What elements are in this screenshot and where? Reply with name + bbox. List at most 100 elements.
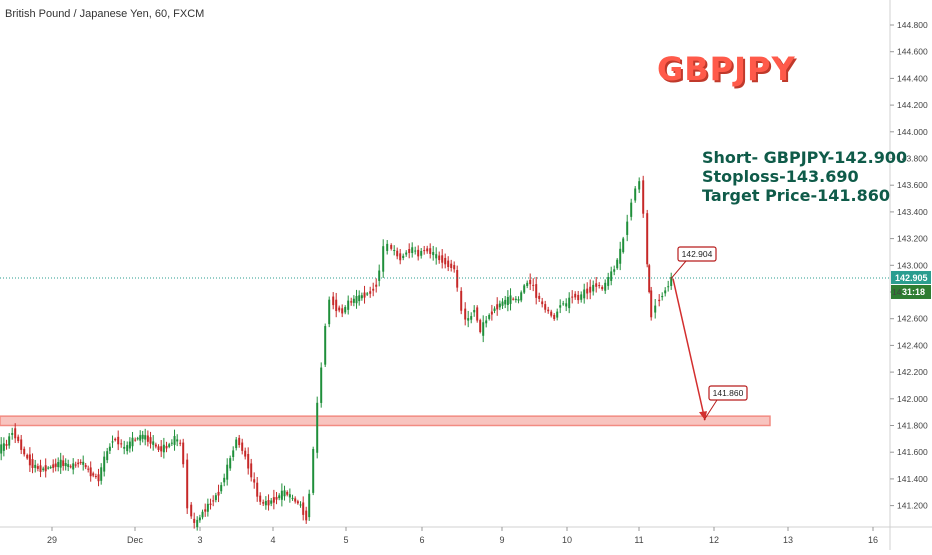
candle-body [498,303,501,308]
candle-body [28,454,31,466]
candle-body [580,294,583,300]
candle-body [52,464,55,468]
candle-body [586,288,589,294]
candle-body [316,402,319,453]
candle-body [490,311,493,315]
candle-body [562,303,565,305]
candle-body [14,428,17,439]
current-price-label: 142.905 [895,273,928,283]
candle-body [31,459,34,468]
candle-body [382,246,385,272]
candle-body [128,441,131,449]
candle-body [654,305,657,313]
candle-body [72,463,75,470]
candle-body [59,459,62,468]
candle-body [435,254,438,259]
candle-body [544,304,547,310]
candle-body [267,500,270,506]
candle-body [355,296,358,304]
candle-body [444,257,447,265]
y-tick-label: 143.400 [897,207,928,217]
candle-body [49,467,52,469]
candle-body [54,463,57,467]
candle-body [100,467,103,481]
y-tick-label: 144.200 [897,100,928,110]
candle-body [57,462,60,468]
support-zone [0,415,771,427]
candle-body [547,309,550,312]
candle-body [360,295,363,299]
candle-body [574,293,577,298]
candle-body [332,296,335,306]
candle-body [84,465,87,468]
x-tick-label: 9 [499,535,504,545]
candle-body [283,490,286,497]
candle-body [106,451,109,461]
candle-body [47,467,50,469]
candle-body [108,446,111,451]
x-tick-label: 13 [783,535,793,545]
candle-body [429,248,432,254]
candle-body [146,435,149,442]
candle-body [182,442,185,465]
candle-body [193,518,196,523]
candle-body [280,490,283,500]
countdown-label: 31:18 [902,287,925,297]
y-tick-label: 143.000 [897,260,928,270]
x-tick-label: 6 [419,535,424,545]
candle-body [23,448,26,455]
candle-body [160,446,163,452]
candle-body [464,308,467,320]
candle-body [482,322,485,336]
y-tick-label: 144.000 [897,127,928,137]
candle-body [212,500,215,502]
projection-arrow [672,278,706,421]
y-tick-label: 144.600 [897,47,928,57]
candle-body [467,318,470,321]
candle-body [450,263,453,269]
candle-body [568,297,571,309]
candle-body [648,265,651,293]
candle-body [238,437,241,446]
candle-body [650,290,653,318]
candle-body [308,493,311,518]
candle-body [69,466,72,468]
candle-body [592,284,595,292]
candle-body [288,494,291,498]
candle-body [350,301,353,303]
candle-body [411,247,414,254]
y-tick-label: 143.200 [897,234,928,244]
candle-body [488,314,491,319]
candle-body [616,259,619,269]
y-tick-label: 142.200 [897,367,928,377]
candle-body [577,294,580,301]
candle-body [470,316,473,320]
candle-body [670,277,673,286]
candle-body [559,305,562,308]
candle-body [646,213,649,265]
candle-body [42,468,45,470]
candle-body [426,248,429,252]
candle-body [526,282,529,286]
candle-body [77,462,80,465]
candle-body [286,491,289,495]
chart-title: British Pound / Japanese Yen, 60, FXCM [5,8,205,20]
candle-body [607,277,610,286]
candle-body [312,448,315,493]
candle-body [2,443,5,451]
candle-body [262,502,265,504]
hidden-price-label: 14 [892,287,902,297]
candle-body [74,464,77,466]
candle-body [622,238,625,253]
candle-body [34,464,37,468]
candle-body [82,461,85,465]
candle-body [152,441,155,445]
candle-body [506,296,509,306]
candle-body [335,299,338,312]
candle-body [399,253,402,261]
candle-body [375,284,378,287]
candle-body [272,497,275,503]
candle-body [141,434,144,439]
